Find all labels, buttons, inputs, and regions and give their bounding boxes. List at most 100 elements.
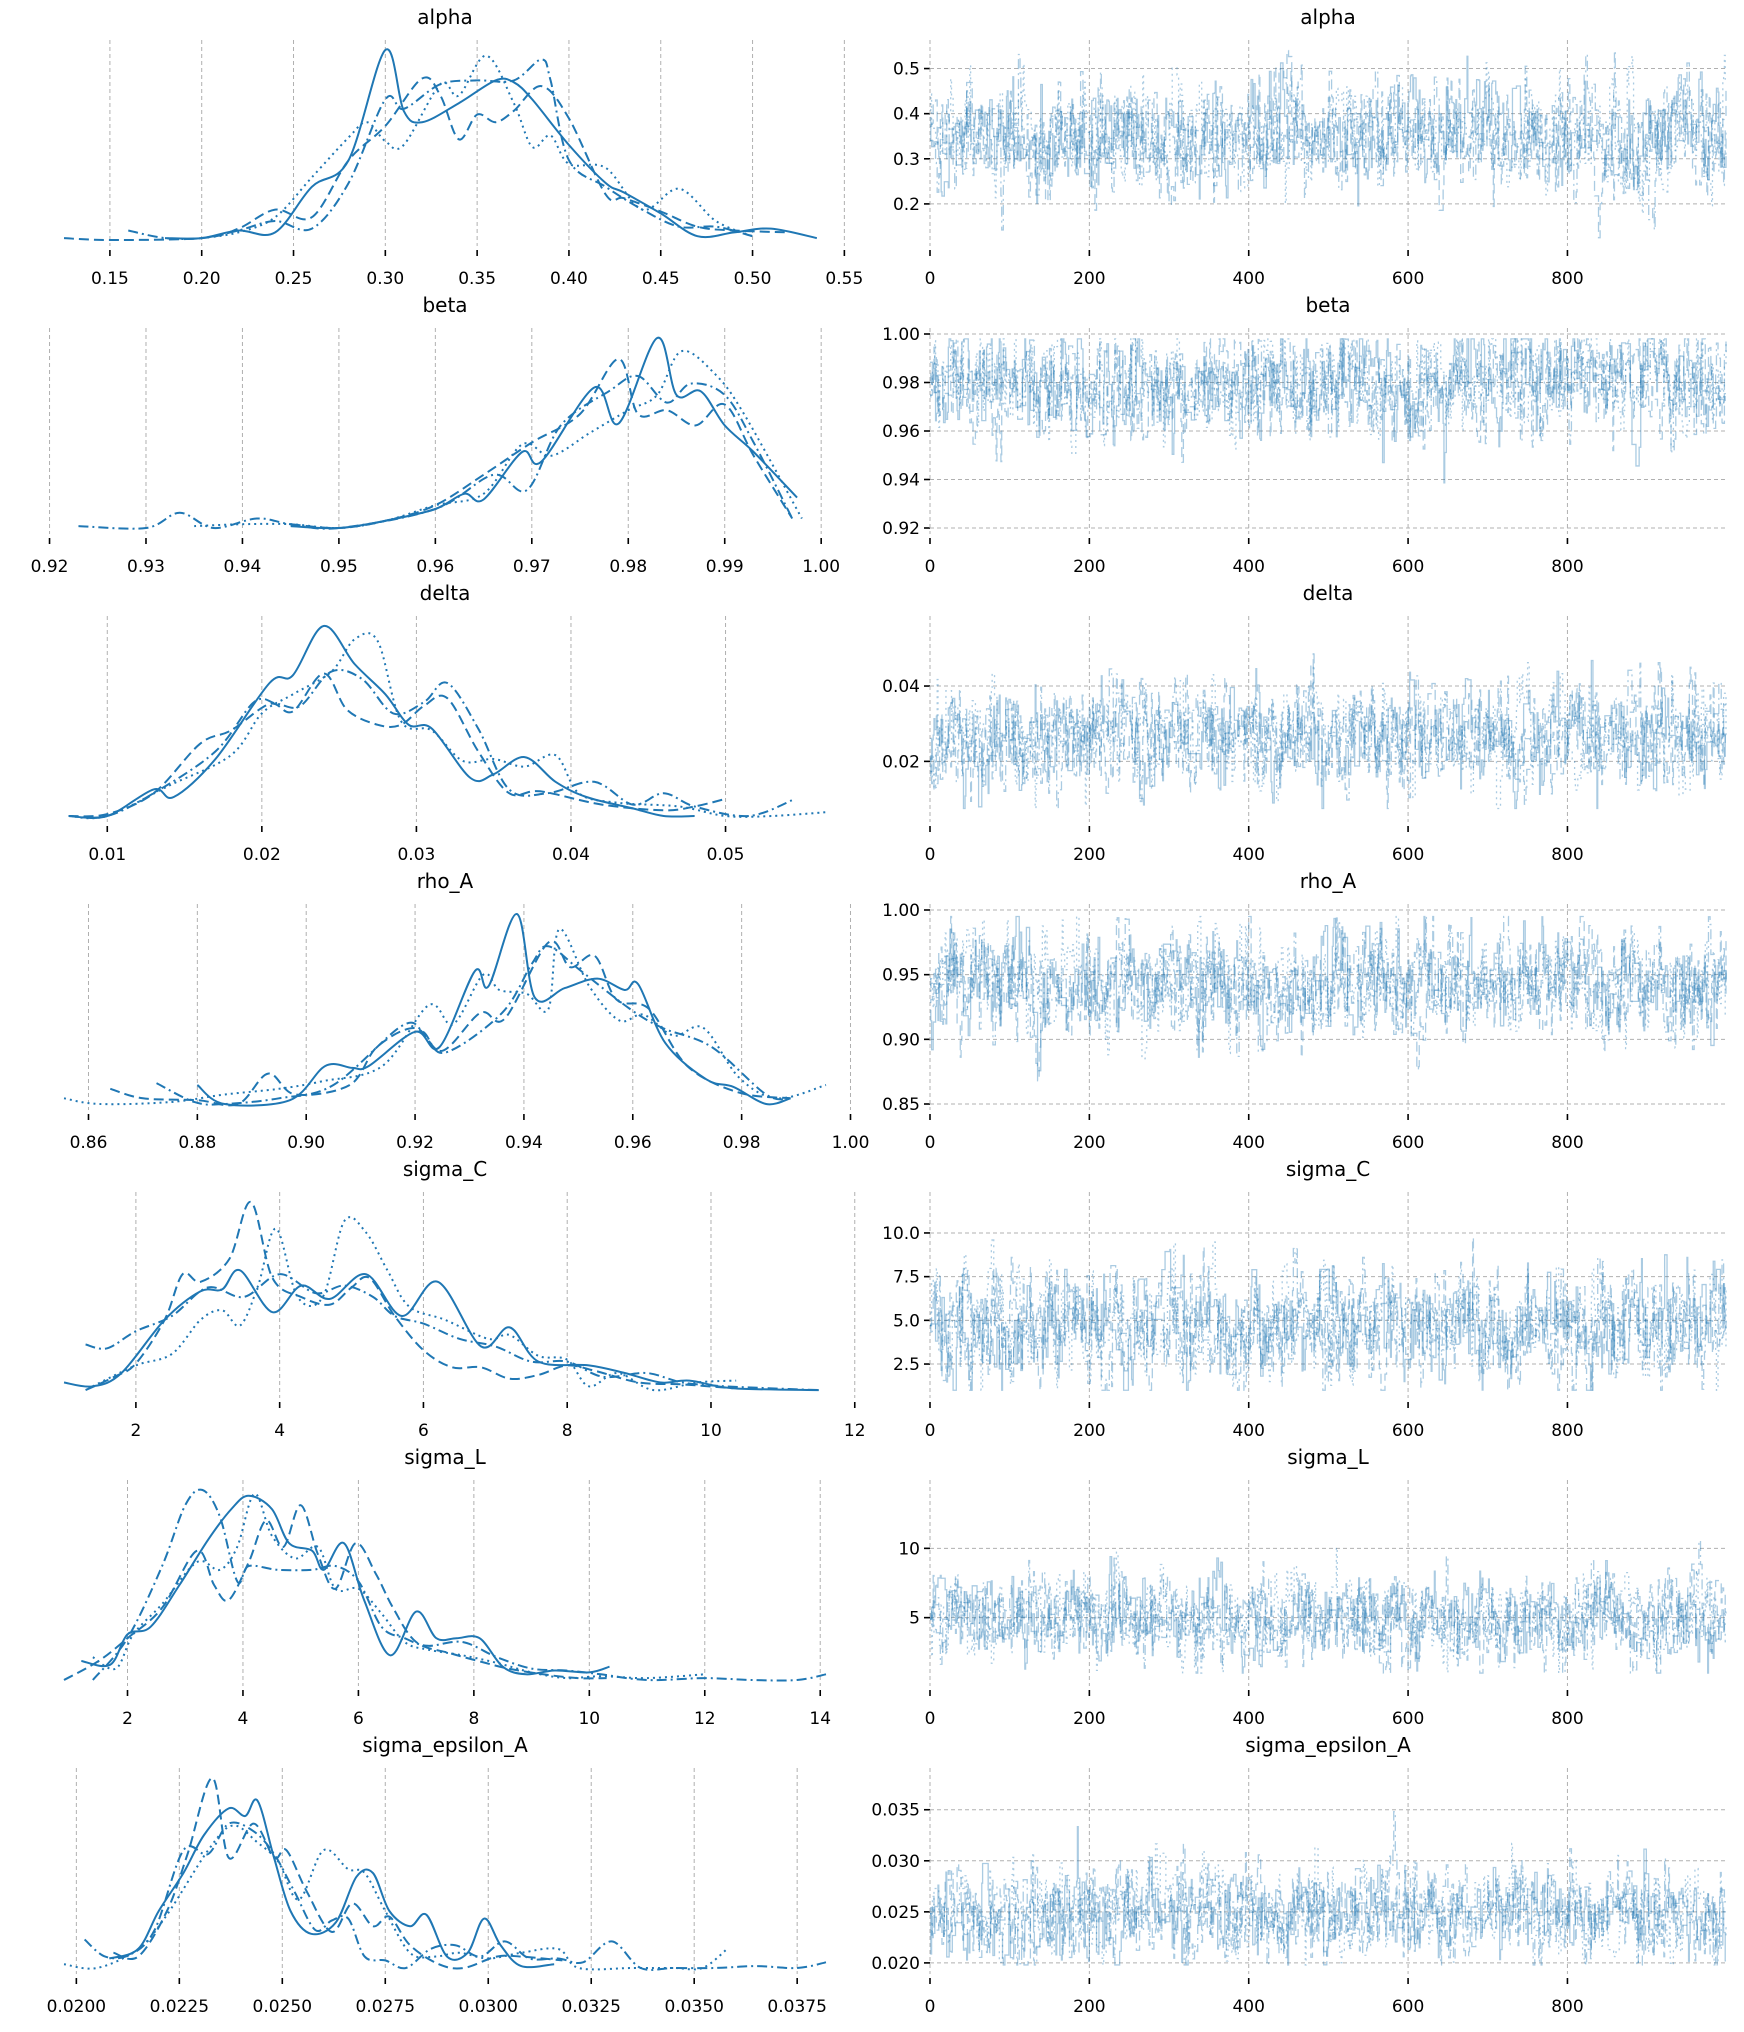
x-tick-label: 200	[1073, 1997, 1105, 2017]
y-tick-label: 0.4	[893, 105, 920, 125]
x-tick-label: 800	[1551, 1133, 1583, 1153]
x-tick-label: 200	[1073, 557, 1105, 577]
kde-panel-beta: beta 0.92 0.93 0.94 0.95 0.96 0.97 0.98 0.99 1.00	[31, 293, 841, 577]
kde-line-chain-2	[92, 1492, 705, 1680]
x-tick-label: 0.97	[513, 557, 551, 577]
x-tick-label: 400	[1232, 845, 1264, 865]
y-tick-label: 0.025	[871, 1903, 920, 1923]
trace-line-chain-3	[930, 651, 1726, 810]
kde-line-chain-2	[201, 54, 753, 240]
x-tick-label: 8	[468, 1709, 479, 1729]
trace-line-chain-2	[930, 1842, 1727, 1966]
kde-line-chain-0	[290, 336, 798, 530]
x-tick-label: 10	[578, 1709, 600, 1729]
x-tick-label: 800	[1551, 1421, 1583, 1441]
x-tick-label: 8	[562, 1421, 573, 1441]
x-tick-label: 800	[1551, 269, 1583, 289]
x-tick-label: 0.88	[178, 1133, 216, 1153]
kde-line-chain-3	[83, 1821, 827, 1971]
x-tick-label: 0.99	[706, 557, 744, 577]
kde-panel-sigma-L: sigma_L 2 4 6 8 10 12 14	[63, 1445, 831, 1729]
trace-line-chain-3	[930, 338, 1727, 448]
trace-line-chain-3	[930, 1247, 1727, 1391]
kde-line-chain-0	[81, 1494, 610, 1676]
kde-line-chain-3	[156, 945, 791, 1106]
x-tick-label: 0	[925, 557, 936, 577]
trace-line-chain-1	[930, 1237, 1726, 1391]
trace-line-chain-2	[930, 1546, 1727, 1674]
y-tick-label: 0.95	[882, 966, 920, 986]
x-tick-label: 4	[238, 1709, 249, 1729]
kde-line-chain-2	[68, 632, 827, 820]
x-tick-label: 0	[925, 1997, 936, 2017]
y-tick-label: 10	[898, 1539, 920, 1559]
trace-line-chain-0	[930, 659, 1726, 810]
x-tick-label: 600	[1392, 1997, 1424, 2017]
trace-line-chain-0	[930, 1825, 1726, 1966]
y-tick-label: 0.92	[882, 519, 920, 539]
x-tick-label: 200	[1073, 269, 1105, 289]
kde-panel-rho-A: rho_A 0.86 0.88 0.90 0.92 0.94 0.96 0.98 1.00	[63, 869, 869, 1153]
y-tick-label: 0.035	[871, 1801, 920, 1821]
x-tick-label: 10	[700, 1421, 722, 1441]
x-tick-label: 200	[1073, 1133, 1105, 1153]
kde-line-chain-1	[113, 1776, 563, 1970]
kde-line-chain-0	[108, 1798, 555, 1969]
x-tick-label: 0.92	[396, 1133, 434, 1153]
x-tick-label: 600	[1392, 1133, 1424, 1153]
x-tick-label: 14	[809, 1709, 831, 1729]
panel-title: sigma_L	[404, 1445, 486, 1469]
y-tick-label: 5.0	[893, 1311, 920, 1331]
kde-line-chain-3	[85, 1273, 819, 1392]
x-tick-label: 2	[130, 1421, 141, 1441]
x-tick-label: 400	[1232, 557, 1264, 577]
x-tick-label: 0.96	[416, 557, 454, 577]
x-tick-label: 400	[1232, 1997, 1264, 2017]
x-tick-label: 0.03	[397, 845, 435, 865]
x-tick-label: 4	[274, 1421, 285, 1441]
x-tick-label: 600	[1392, 845, 1424, 865]
trace-panel-sigma-L: sigma_L 5 10 0 200 400 600 800	[898, 1445, 1727, 1729]
y-tick-label: 0.02	[882, 752, 920, 772]
trace-line-chain-1	[930, 662, 1726, 810]
y-tick-label: 0.96	[882, 422, 920, 442]
x-tick-label: 800	[1551, 1997, 1583, 2017]
x-tick-label: 400	[1232, 269, 1264, 289]
x-tick-label: 800	[1551, 557, 1583, 577]
panel-title: sigma_epsilon_A	[1245, 1733, 1411, 1757]
kde-line-chain-3	[78, 374, 794, 530]
kde-line-chain-2	[63, 1824, 728, 1971]
x-tick-label: 0.20	[183, 269, 221, 289]
trace-line-chain-1	[930, 1843, 1726, 1966]
kde-line-chain-2	[63, 928, 827, 1106]
y-tick-label: 2.5	[893, 1355, 920, 1375]
y-tick-label: 0.90	[882, 1030, 920, 1050]
panel-title: sigma_C	[1286, 1157, 1370, 1181]
x-tick-label: 600	[1392, 1709, 1424, 1729]
x-tick-label: 0.45	[642, 269, 680, 289]
x-tick-label: 0.0275	[356, 1997, 415, 2017]
y-tick-label: 0.020	[871, 1954, 920, 1974]
x-tick-label: 0.94	[505, 1133, 543, 1153]
x-tick-label: 200	[1073, 1709, 1105, 1729]
trace-line-chain-0	[930, 1555, 1726, 1674]
x-tick-label: 400	[1232, 1421, 1264, 1441]
x-tick-label: 0.02	[243, 845, 281, 865]
y-tick-label: 0.5	[893, 60, 920, 80]
x-tick-label: 0.96	[614, 1133, 652, 1153]
x-tick-label: 0.94	[224, 557, 262, 577]
x-tick-label: 0.50	[734, 269, 772, 289]
panel-title: delta	[1303, 581, 1354, 605]
x-tick-label: 0.0375	[767, 1997, 826, 2017]
kde-line-chain-3	[68, 668, 796, 819]
x-tick-label: 0.25	[275, 269, 313, 289]
trace-line-chain-3	[930, 50, 1727, 231]
kde-line-chain-3	[128, 58, 753, 241]
trace-panel-rho-A: rho_A 0.85 0.90 0.95 1.00 0 200 400 600 800	[882, 869, 1727, 1153]
panel-title: beta	[1305, 293, 1350, 317]
trace-line-chain-0	[930, 1248, 1726, 1391]
y-tick-label: 0.030	[871, 1852, 920, 1872]
x-tick-label: 0.0225	[150, 1997, 209, 2017]
trace-panel-delta: delta 0.02 0.04 0 200 400 600 800	[882, 581, 1727, 865]
